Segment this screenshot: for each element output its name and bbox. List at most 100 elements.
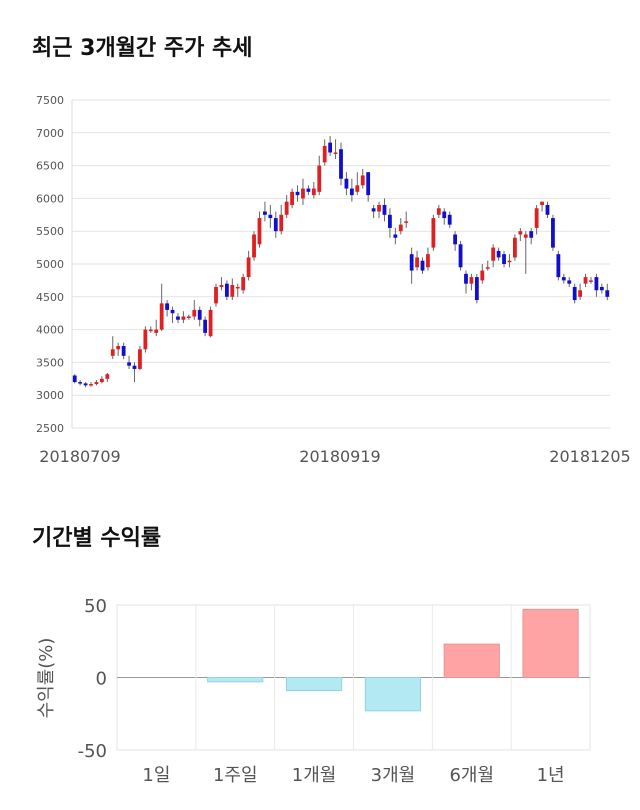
period-x-tick-label: 1개월 [292,765,337,786]
candle-body [78,382,83,384]
candle-body [154,329,159,333]
price-y-tick-label: 4000 [36,324,64,337]
candle-body [208,309,213,337]
candle-body [333,152,338,154]
candle-body [301,188,305,199]
candle-body [474,277,479,301]
candle-body [502,254,506,264]
candle-body [72,375,77,383]
candle-body [388,214,392,228]
candle-body [578,290,583,297]
candle-body [170,309,175,314]
candle-body [436,208,441,215]
candle-body [431,218,436,248]
price-y-tick-label: 5000 [36,258,64,271]
candle-body [268,214,273,219]
candle-body [349,188,354,196]
candle-body [83,383,88,386]
candle-body [583,277,588,284]
candle-body [186,316,191,318]
period-x-tick-label: 3개월 [371,765,416,786]
price-y-tick-label: 6500 [36,160,64,173]
candle-body [110,349,115,356]
candle-body [295,191,300,196]
candle-body [420,260,425,271]
candle-body [121,346,126,356]
candle-body [572,286,577,301]
candle-body [453,234,458,245]
candle-body [273,218,278,232]
period-x-tick-labels: 1일 1주일 1개월 3개월 6개월 1년 [142,765,564,786]
candle-body [371,208,376,212]
candle-body [589,280,593,282]
candle-body [197,309,202,320]
candle-body [317,165,322,192]
price-y-tick-label: 4500 [36,291,64,304]
candle-body [398,224,403,232]
candle-body [148,329,153,332]
date-x-tick-label: 20180919 [299,447,380,466]
candle-body [290,191,294,205]
candle-body [594,277,599,291]
returns-gridlines [116,604,591,751]
candle-body [214,286,218,304]
candle-body [192,309,197,317]
price-y-tick-labels: 7500 7000 6500 6000 5500 5000 4500 4000 3500 3000… [36,94,64,435]
candle-body [344,178,349,189]
price-gridlines [71,99,610,429]
period-x-tick-label: 6개월 [449,765,494,786]
price-y-tick-label: 3500 [36,356,64,369]
price-y-tick-label: 3000 [36,389,64,402]
returns-bar [207,677,264,683]
returns-y-tick-label: 0 [96,669,107,690]
candle-body [491,247,496,261]
candle-body [246,257,251,278]
candle-body [224,283,229,297]
candle-body [355,185,360,192]
candle-body [138,349,142,369]
candle-body [464,273,468,284]
candle-body [143,329,148,350]
candle-body [605,290,610,297]
candle-body [165,303,170,310]
period-x-tick-label: 1일 [142,765,170,786]
candle-body [458,244,463,268]
candle-body [469,277,474,284]
returns-y-axis-label: 수익률(%) [36,638,57,719]
candle-body [382,204,387,215]
candle-body [485,267,490,269]
returns-bar [285,677,343,692]
returns-bar [443,643,500,678]
candle-body [599,286,604,291]
candle-body [567,280,572,284]
candle-body [496,250,501,258]
candle-body [534,208,539,228]
candle-body [306,188,311,192]
candle-body [159,303,164,330]
returns-title: 기간별 수익률 [32,526,162,551]
candle-body [116,346,121,350]
candle-body [328,142,333,153]
candles [72,136,610,388]
candle-body [241,277,246,291]
candle-body [311,188,316,196]
candle-body [94,382,99,385]
date-x-tick-label: 20181205 [549,447,630,466]
price-y-tick-label: 5500 [36,225,64,238]
candle-body [105,374,110,379]
returns-bar [364,677,422,712]
candle-body [447,214,452,225]
candle-body [512,237,517,258]
price-y-tick-label: 7000 [36,127,64,140]
candle-body [409,254,414,271]
candle-body [480,270,485,281]
candle-body [252,234,256,258]
candle-body [518,231,523,235]
returns-y-tick-labels: 50 0 -50 [78,596,107,762]
returns-bars [207,608,579,712]
price-y-tick-label: 6000 [36,192,64,205]
price-y-tick-label: 7500 [36,94,64,107]
trend-title: 최근 3개월간 주가 추세 [32,36,253,61]
candle-body [561,277,566,281]
candle-body [132,365,137,369]
